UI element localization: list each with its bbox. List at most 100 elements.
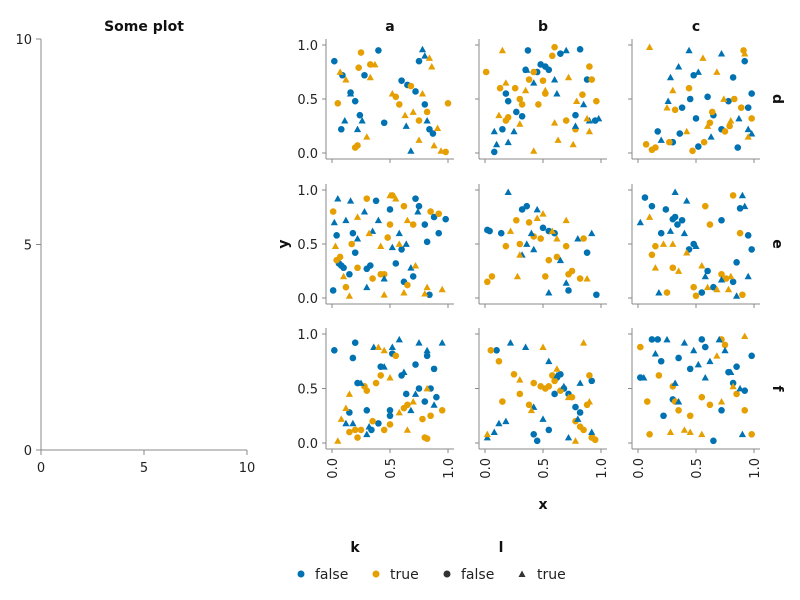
legend-label-l-true: true [537,567,566,583]
legend: k l false true false true [297,540,566,583]
panel-x-tick-label: 0.0 [479,458,494,479]
data-point-circle [386,412,394,420]
data-point-triangle [334,437,342,444]
left-x-tick-label: 0 [37,461,45,476]
data-point-triangle [415,339,423,346]
data-point-circle [356,111,364,119]
panel-y-tick-label: 1.0 [297,39,318,54]
data-point-circle [334,100,342,107]
data-point-triangle [573,97,581,105]
data-point-circle [415,202,423,210]
data-point-triangle [345,292,353,299]
data-point-triangle [735,114,743,122]
data-point-triangle [669,86,677,94]
data-point-circle [748,430,755,438]
data-point-circle [421,101,429,108]
data-point-circle [748,246,755,253]
data-point-circle [442,215,449,223]
data-point-circle [502,90,510,97]
data-point-circle [652,242,659,250]
data-point-circle [430,213,438,221]
panel-x-tick-label: 0.0 [326,458,341,479]
data-point-triangle [583,274,591,282]
data-point-triangle [683,127,691,135]
panel-y-tick-label: 0.0 [297,147,318,162]
data-point-circle [400,202,408,210]
panel-y-tick-label: 0.5 [297,93,318,108]
data-point-triangle [430,401,438,408]
data-point-triangle [585,127,593,135]
data-point-triangle [741,202,749,210]
panel-d-a: 0.0 0.5 1.0 [297,39,454,163]
data-point-circle [588,377,596,385]
data-point-circle [433,393,440,401]
data-point-triangle [553,365,561,372]
data-point-circle [580,426,587,434]
data-point-circle [336,253,344,261]
panel-x-tick-label: 0.5 [690,458,705,479]
data-point-triangle [533,214,541,221]
left-plot-ticks: 0 5 10 0 5 10 [15,33,255,476]
data-point-circle [372,197,380,205]
data-point-triangle [530,79,538,86]
data-point-circle [395,101,403,108]
data-point-circle [675,407,682,414]
data-point-circle [706,401,714,409]
data-point-circle [748,352,755,360]
data-point-circle [354,434,361,441]
data-point-circle [386,206,394,213]
data-point-circle [513,216,520,224]
data-point-triangle [571,122,580,129]
panel-y-tick-label: 1.0 [297,184,318,199]
data-point-triangle [666,227,675,234]
legend-shape-title: l [499,540,504,556]
data-point-circle [710,283,717,291]
panel-y-tick-label: 0.5 [297,383,318,398]
data-point-triangle [392,195,400,202]
data-point-circle [726,122,733,130]
data-point-triangle [564,393,573,401]
data-point-triangle [430,141,438,149]
data-point-triangle [418,90,427,97]
data-point-triangle [666,428,675,435]
data-point-triangle [360,208,369,215]
data-point-circle [545,66,553,74]
panel-f-b: 0.0 0.5 1.0 [475,328,610,479]
data-point-circle [525,219,533,226]
data-point-circle [423,108,431,116]
data-point-triangle [380,363,388,370]
data-point-circle [513,108,520,116]
data-point-circle [404,401,411,409]
facet-col-label-c: c [692,19,700,35]
panel-x-tick-label: 0.0 [632,458,647,479]
data-point-circle [551,43,558,51]
data-point-triangle [423,117,431,124]
data-point-triangle [666,73,675,81]
data-point-triangle [386,374,394,381]
data-point-triangle [663,104,671,111]
data-point-triangle [595,114,603,122]
data-point-circle [580,235,587,242]
data-point-triangle [562,216,570,224]
data-point-triangle [374,343,382,350]
data-point-circle [329,208,337,215]
data-point-circle [392,260,400,267]
data-point-triangle [423,283,431,291]
data-point-circle [487,347,495,354]
data-point-circle [733,390,740,398]
data-point-triangle [729,382,737,390]
data-point-circle [568,267,576,275]
data-point-circle [496,84,504,92]
data-point-triangle [371,60,379,68]
data-point-circle [663,289,671,296]
data-point-circle [721,341,729,349]
data-point-triangle [402,240,410,247]
data-point-triangle [698,430,706,438]
panel-x-tick-label: 0.5 [384,458,399,479]
data-point-circle [516,390,524,398]
data-point-triangle [401,111,409,119]
data-point-circle [551,377,558,385]
data-point-triangle [370,343,378,350]
data-point-triangle [657,136,665,143]
